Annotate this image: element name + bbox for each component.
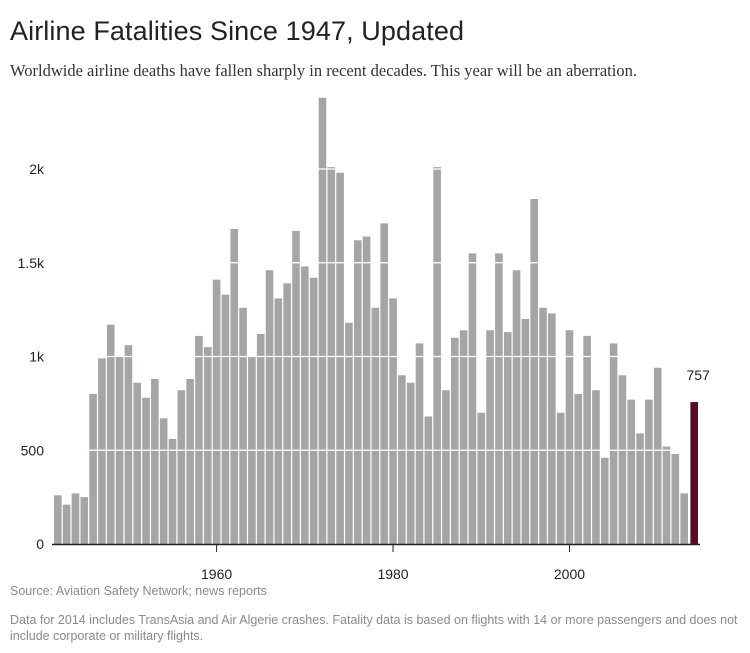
bar — [71, 493, 80, 545]
bar — [283, 283, 291, 545]
bar — [424, 416, 433, 544]
x-tick-label: 1960 — [201, 566, 232, 580]
bar — [203, 347, 212, 545]
bar — [380, 223, 389, 545]
bar — [62, 504, 71, 545]
bar — [609, 343, 618, 545]
bar — [151, 379, 159, 544]
bar — [212, 279, 221, 545]
bar — [442, 390, 450, 544]
bar — [406, 382, 415, 544]
source-note: Source: Aviation Safety Network; news re… — [10, 584, 267, 598]
bar — [548, 313, 556, 545]
bar — [353, 240, 362, 544]
bar — [556, 412, 565, 544]
bar — [345, 322, 353, 544]
bar — [309, 277, 318, 544]
y-tick-label: 1.5k — [18, 255, 45, 271]
bar — [256, 334, 265, 544]
bar — [301, 266, 309, 544]
bar — [468, 253, 477, 545]
bar — [618, 375, 627, 544]
bar — [274, 298, 283, 545]
data-footnote: Data for 2014 includes TransAsia and Air… — [10, 613, 738, 643]
bar — [600, 457, 609, 544]
bar — [459, 330, 468, 544]
bar — [495, 253, 503, 545]
bar — [565, 330, 574, 544]
x-tick-label: 1980 — [377, 566, 408, 580]
y-tick-label: 0 — [36, 536, 44, 552]
bar — [477, 412, 486, 544]
bar — [142, 397, 150, 544]
bar — [574, 394, 583, 544]
bar — [627, 399, 636, 545]
bar — [680, 493, 688, 545]
bar — [336, 172, 344, 544]
chart-subtitle: Worldwide airline deaths have fallen sha… — [10, 61, 637, 80]
bar — [583, 335, 591, 545]
y-tick-label: 500 — [21, 442, 45, 458]
bar — [539, 307, 547, 544]
bar — [389, 298, 397, 545]
bar — [512, 270, 521, 544]
bar — [159, 418, 168, 545]
bar — [98, 358, 106, 545]
bar — [195, 335, 203, 545]
bar — [653, 367, 662, 544]
highlight-value-label: 757 — [687, 367, 711, 383]
bar — [292, 230, 300, 545]
bar — [398, 375, 406, 544]
bar — [662, 446, 671, 544]
bar — [433, 167, 441, 545]
bar — [106, 324, 115, 545]
bar — [450, 337, 459, 544]
highlight-bar — [690, 402, 698, 544]
bar — [133, 382, 142, 544]
bar — [503, 332, 512, 545]
bar — [636, 433, 644, 545]
bar — [230, 229, 239, 544]
y-tick-label: 2k — [29, 161, 45, 177]
bar — [168, 439, 177, 544]
bar — [80, 497, 89, 545]
bar — [362, 236, 371, 544]
bar — [239, 307, 247, 544]
bar — [671, 454, 680, 544]
bar — [645, 399, 653, 545]
bar — [521, 319, 530, 544]
bar — [186, 379, 194, 544]
bar — [486, 330, 494, 544]
x-tick-label: 2000 — [554, 566, 585, 580]
bar — [265, 270, 274, 544]
bar — [327, 167, 336, 545]
bar — [54, 495, 62, 544]
y-tick-label: 1k — [29, 349, 45, 365]
bar — [221, 294, 230, 545]
bar-chart: 0 500 1k 1.5k 2k 1960 1980 2000 757 — [18, 97, 711, 580]
bar — [592, 390, 600, 544]
bar — [415, 343, 424, 545]
bar — [530, 199, 538, 544]
bar — [124, 345, 133, 544]
bar — [371, 307, 380, 544]
chart-title: Airline Fatalities Since 1947, Updated — [10, 16, 465, 46]
bar — [89, 394, 97, 544]
bar — [318, 97, 327, 544]
bar — [177, 390, 186, 544]
